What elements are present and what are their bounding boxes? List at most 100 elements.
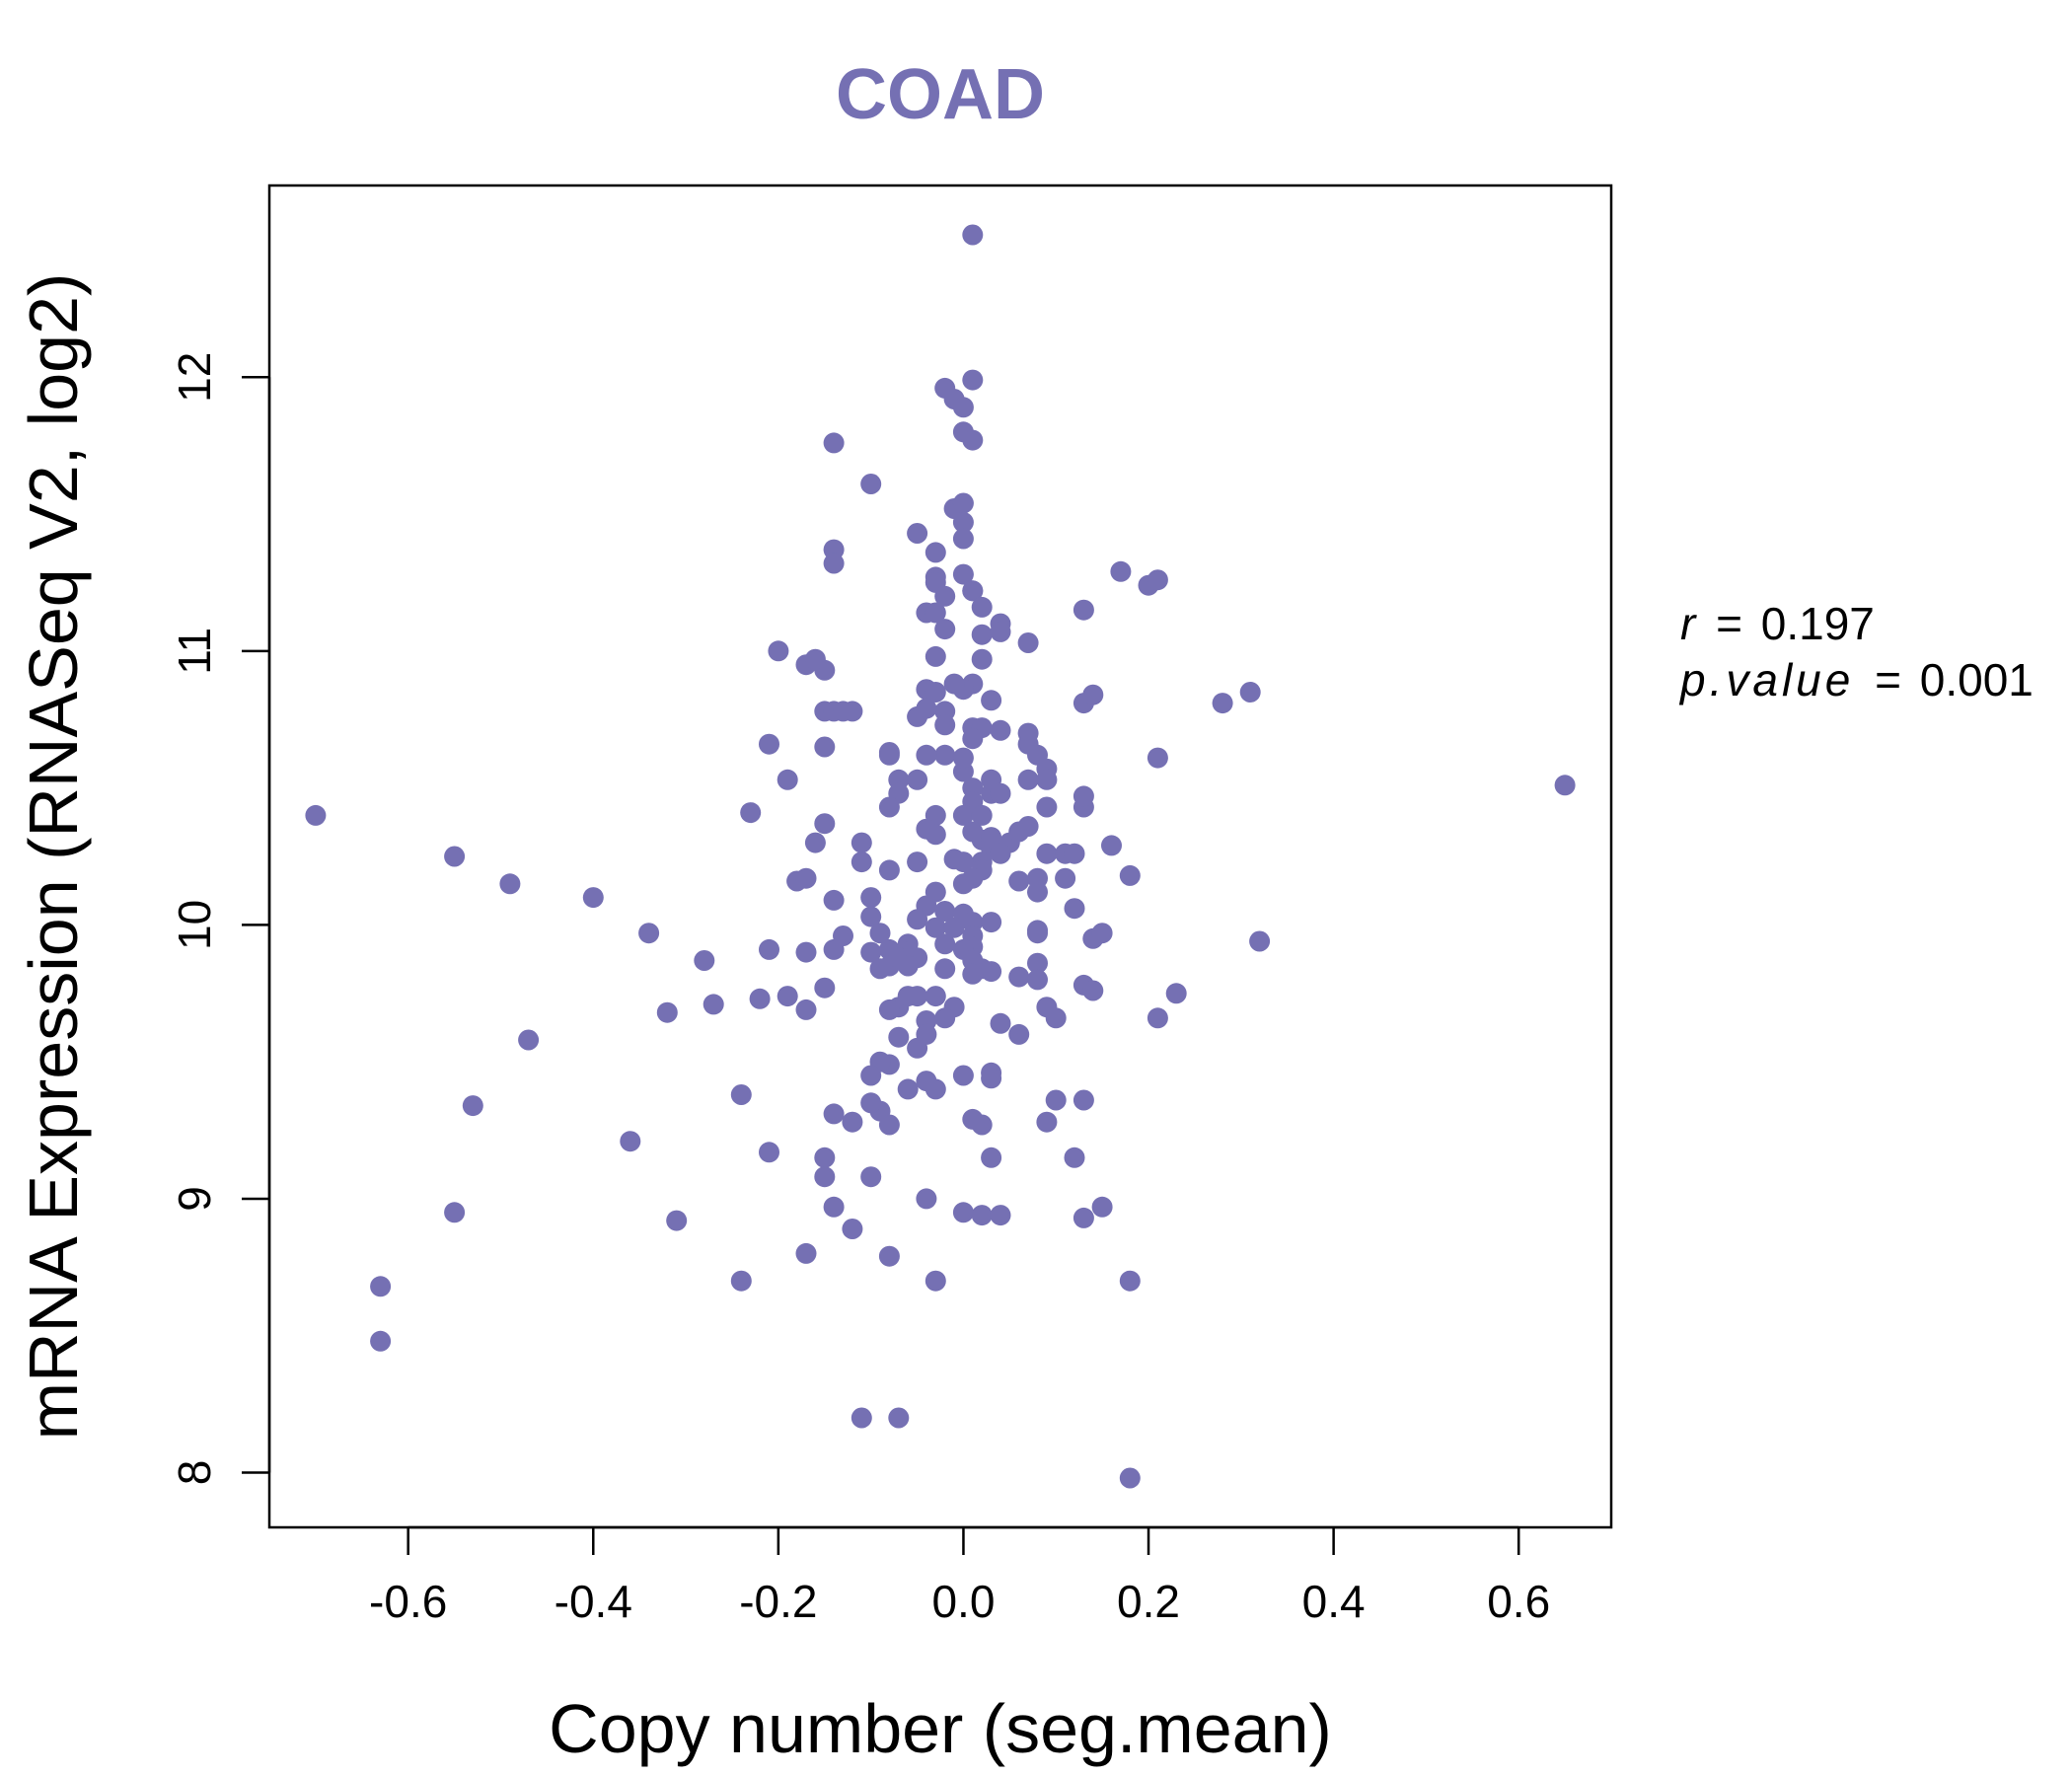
p-equals: = [1875,654,1901,705]
data-point-139 [952,563,974,585]
data-point-192 [1055,867,1076,889]
data-point-186 [1008,870,1030,892]
stats-annotation: r = 0.197 p.value = 0.001 [1678,598,2034,705]
y-tick-label-3: 11 [169,628,220,675]
data-point-111 [934,714,956,736]
data-point-207 [981,961,1002,983]
data-point-126 [925,986,946,1007]
data-point-122 [907,909,928,930]
points-layer [305,224,1576,1489]
data-point-185 [952,873,974,895]
x-tick-label-4: 0.2 [1117,1576,1180,1627]
data-point-242 [1147,569,1168,591]
x-tick-label-6: 0.6 [1487,1576,1550,1627]
data-point-229 [1073,1089,1094,1111]
data-point-236 [1091,1196,1113,1218]
data-point-66 [878,999,900,1020]
data-point-228 [1045,1089,1067,1111]
data-point-167 [962,728,984,750]
data-point-134 [962,429,984,451]
data-point-118 [907,851,928,873]
data-point-145 [990,621,1011,642]
data-point-176 [990,843,1011,864]
p-label: p.value [1678,654,1854,705]
data-point-72 [860,1092,882,1114]
data-point-160 [1017,769,1039,790]
data-point-30 [814,813,836,835]
data-point-123 [925,917,946,938]
data-point-251 [1554,775,1576,796]
data-point-112 [934,744,956,766]
y-axis-title: mRNA Expression (RNASeq V2, log2) [15,273,92,1441]
p-value: 0.001 [1920,654,2034,705]
data-point-54 [888,1407,910,1429]
data-point-3 [582,887,604,909]
data-point-34 [804,648,826,670]
data-point-125 [934,958,956,980]
data-point-12 [666,1210,688,1231]
data-point-47 [842,1111,863,1133]
data-point-121 [934,901,956,922]
data-point-170 [971,804,993,826]
data-point-250 [1147,1007,1168,1029]
data-point-103 [934,619,956,640]
data-point-239 [1073,599,1094,621]
data-point-99 [925,542,946,563]
data-point-92 [897,1078,919,1100]
data-point-19 [768,640,789,662]
data-point-48 [814,1147,836,1168]
data-point-219 [1045,1007,1067,1029]
data-point-221 [1008,1023,1030,1045]
data-point-141 [962,580,984,602]
data-point-31 [814,736,836,758]
data-point-237 [1119,1270,1141,1292]
data-point-55 [860,474,882,494]
data-point-26 [795,999,817,1020]
data-point-11 [444,1202,466,1223]
x-tick-label-3: 0.0 [931,1576,995,1627]
data-point-201 [943,917,965,938]
data-point-20 [759,733,779,755]
data-point-14 [370,1330,392,1352]
data-point-44 [823,938,845,960]
data-point-91 [916,1023,937,1045]
data-point-252 [962,224,984,246]
data-point-42 [823,889,845,911]
data-point-136 [952,492,974,514]
x-tick-label-1: -0.4 [555,1576,632,1627]
data-point-178 [1017,816,1039,837]
data-point-60 [869,923,891,944]
data-point-159 [1036,769,1058,790]
data-point-110 [916,698,937,719]
data-point-245 [1147,747,1168,769]
data-point-70 [860,1065,882,1086]
data-point-25 [795,941,817,963]
data-point-56 [851,832,872,853]
data-point-235 [1073,1207,1094,1228]
chart-title: COAD [836,55,1045,134]
p-stat: p.value = 0.001 [1678,654,2034,705]
data-point-128 [934,1007,956,1029]
data-point-238 [1119,1467,1141,1489]
data-point-94 [925,1078,946,1100]
data-point-113 [916,744,937,766]
data-point-188 [1027,881,1048,903]
data-point-208 [962,963,984,985]
data-point-230 [1064,1147,1085,1168]
data-point-147 [971,648,993,670]
data-point-57 [851,851,872,873]
data-point-13 [370,1276,392,1297]
data-point-233 [971,1205,993,1226]
data-point-232 [952,1202,974,1223]
data-point-4 [638,923,660,944]
r-value: 0.197 [1761,598,1875,649]
data-point-131 [962,369,984,391]
data-point-77 [878,744,900,766]
data-point-196 [1101,835,1122,856]
data-point-117 [925,824,946,846]
data-point-61 [860,941,882,963]
data-point-5 [694,950,715,971]
data-point-16 [730,1270,752,1292]
data-point-81 [878,859,900,881]
x-tick-label-5: 0.4 [1302,1576,1366,1627]
